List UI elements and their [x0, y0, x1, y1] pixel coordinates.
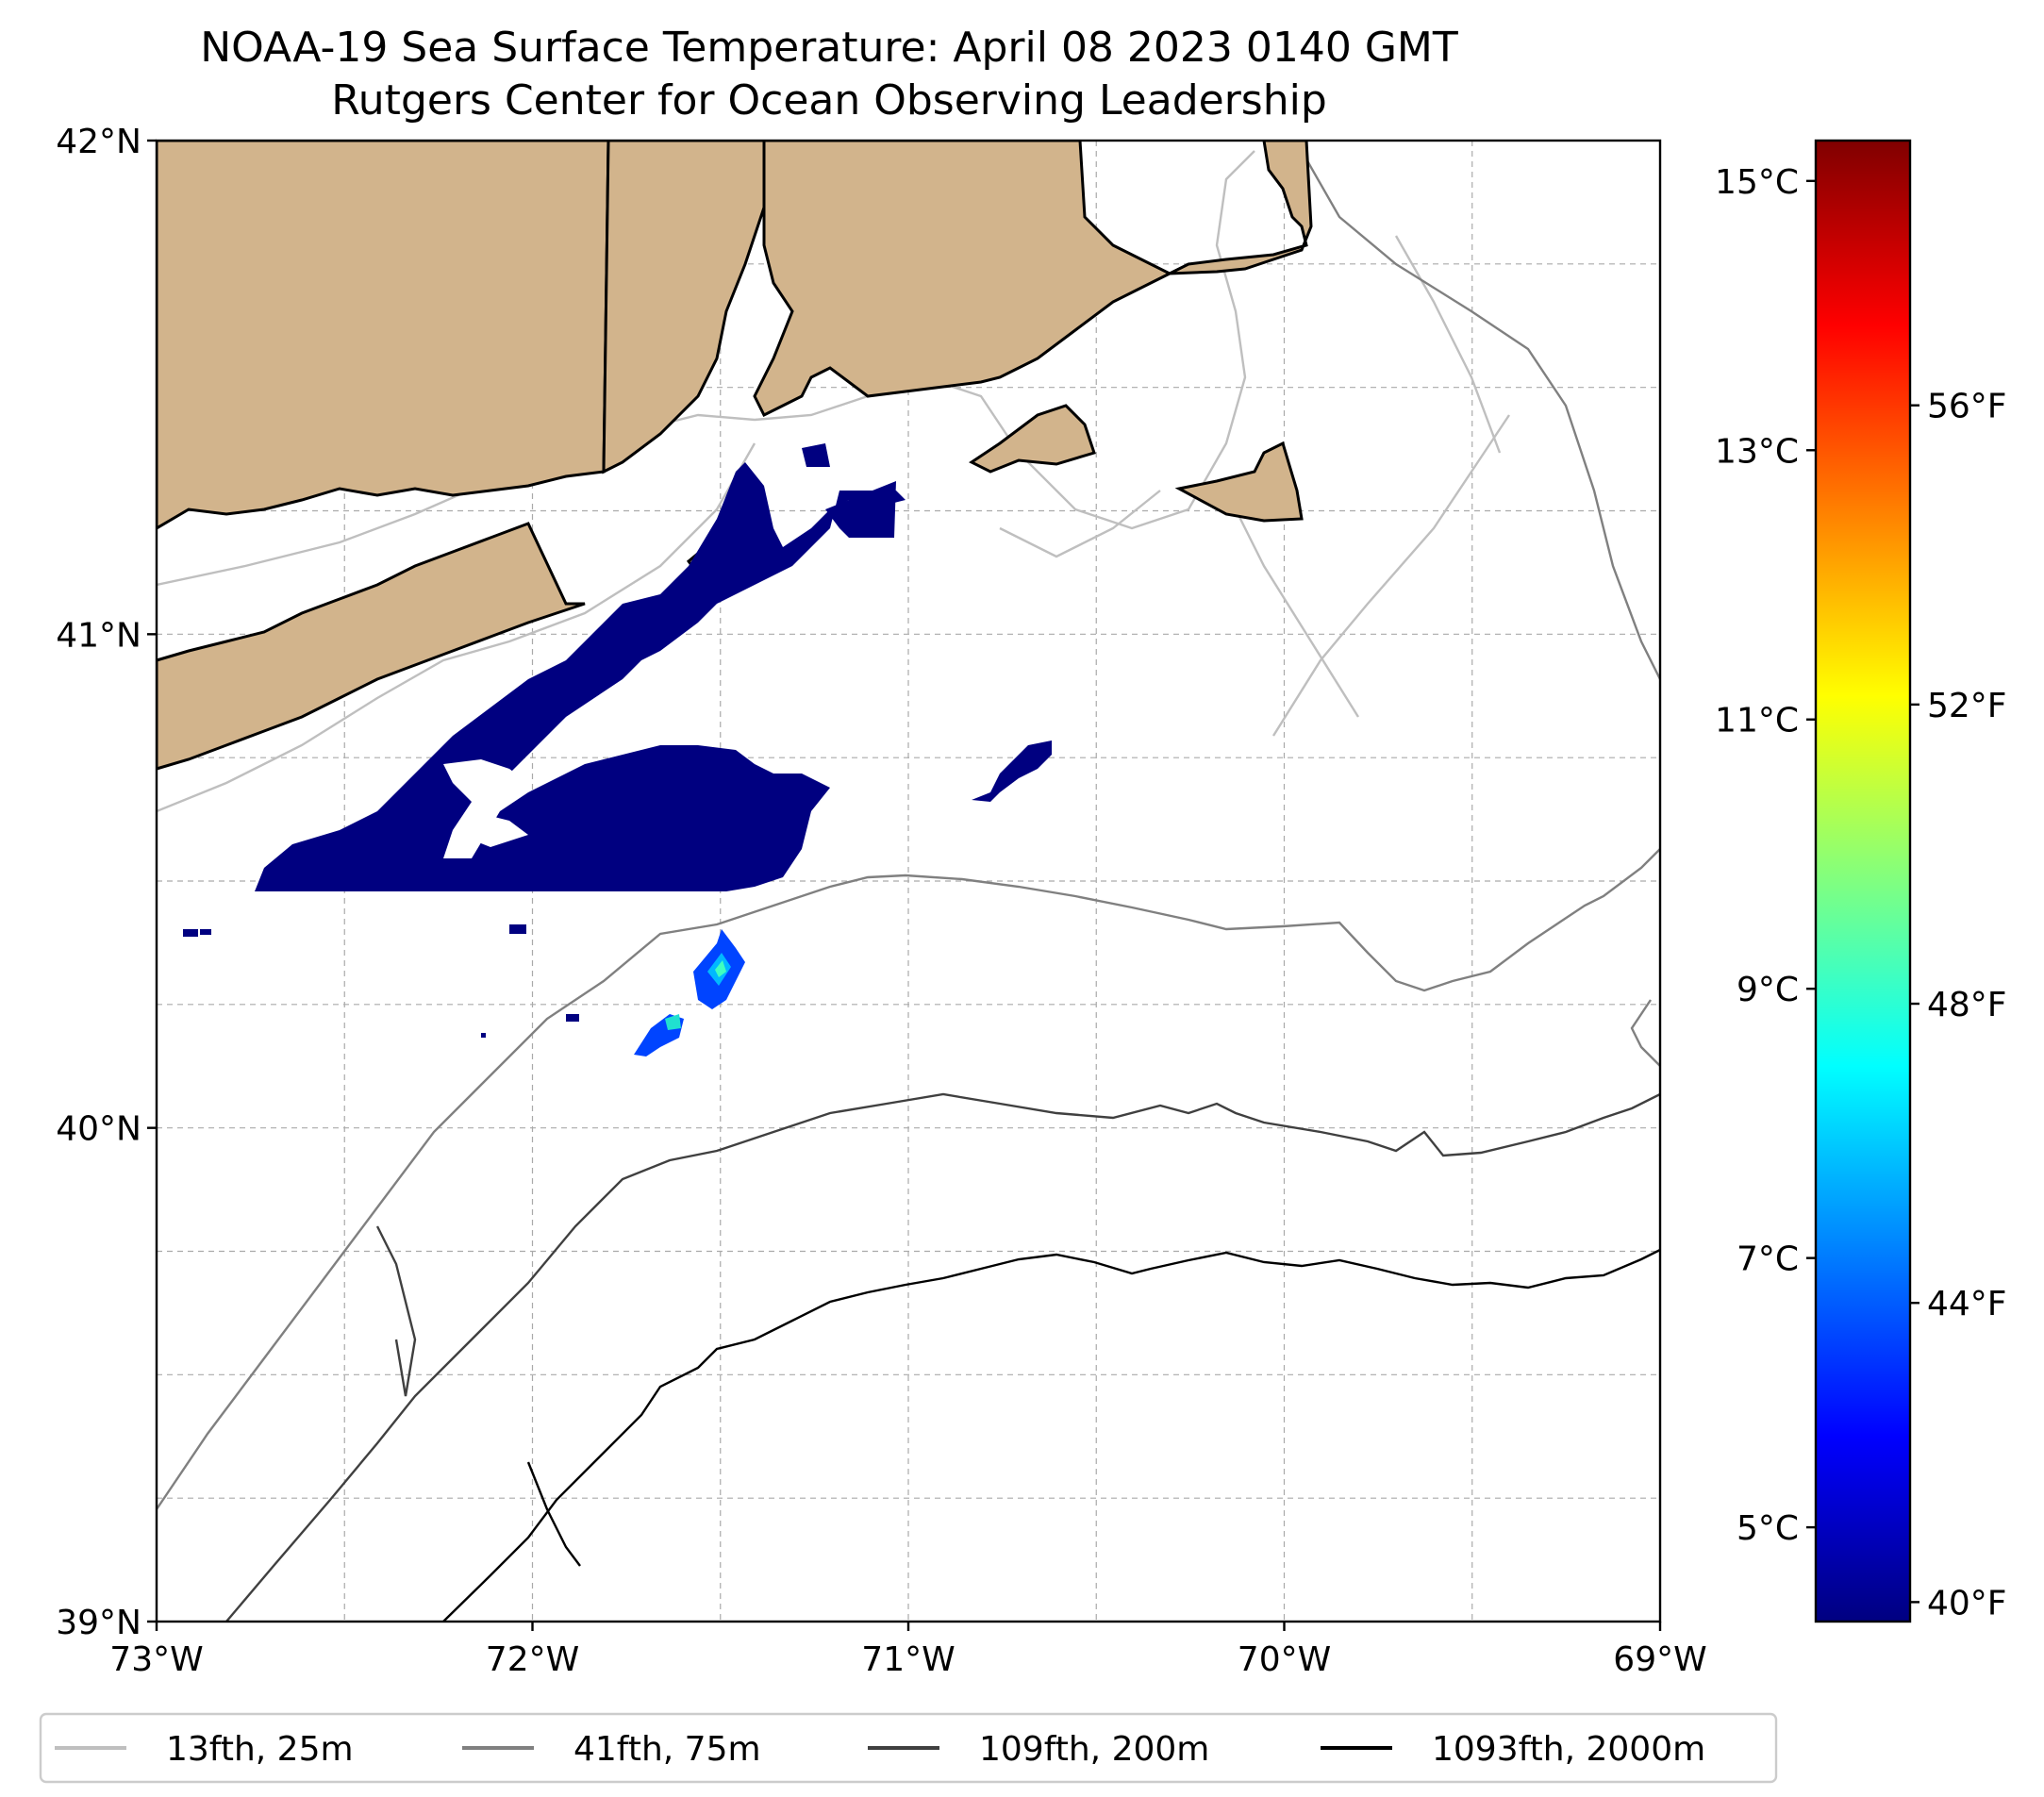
contour-2000m: [442, 1248, 1660, 1622]
lat-tick-label: 41°N: [56, 616, 141, 655]
sst-cold-patch-east: [825, 481, 896, 538]
map-subtitle: Rutgers Center for Ocean Observing Leade…: [331, 76, 1327, 125]
lat-tick-label: 42°N: [56, 123, 141, 161]
sst-warm-streak: [634, 929, 745, 1057]
land-mass: [157, 141, 1313, 771]
sst-gap-hole-1: [443, 759, 528, 802]
lon-tick-label: 69°W: [1613, 1640, 1706, 1679]
sst-streak-green: [715, 960, 726, 977]
contour-75m: [157, 150, 1660, 1510]
contour-200m: [225, 1092, 1660, 1622]
legend-item: 1093fth, 2000m: [1321, 1730, 1705, 1769]
sst-data: [183, 443, 1052, 1038]
lon-tick-label: 71°W: [861, 1640, 955, 1679]
sst-cold-patch-north: [802, 443, 830, 467]
legend-label: 13fth, 25m: [166, 1730, 354, 1769]
lat-tick-label: 39°N: [56, 1604, 141, 1642]
legend-item: 41fth, 75m: [462, 1730, 761, 1769]
celsius-tick-label: 9°C: [1737, 971, 1799, 1009]
legend-item: 13fth, 25m: [55, 1730, 354, 1769]
lon-tick-label: 73°W: [109, 1640, 203, 1679]
sst-speck: [509, 924, 526, 934]
sst-gap-hole-2: [472, 811, 528, 847]
map-title: NOAA-19 Sea Surface Temperature: April 0…: [200, 24, 1458, 72]
map-axes: 73°W 72°W 71°W 70°W 69°W 42°N 41°N 40°N 39°N: [56, 123, 1706, 1679]
celsius-tick-label: 13°C: [1715, 432, 1799, 471]
fahrenheit-tick-label: 44°F: [1927, 1285, 2007, 1323]
long-island: [157, 522, 586, 771]
sst-streak-cyan-2: [665, 1014, 681, 1030]
celsius-tick-label: 11°C: [1715, 702, 1799, 740]
connecticut-coast: [157, 141, 610, 530]
lat-tick-label: 40°N: [56, 1110, 141, 1149]
martha-vineyard: [969, 404, 1096, 474]
fahrenheit-tick-label: 40°F: [1927, 1584, 2007, 1622]
sst-cold-region-east: [972, 740, 1052, 802]
colorbar-ticks: 15°C 13°C 11°C 9°C 7°C 5°C 56°F 52°F 48°F 44°F 40°…: [1715, 163, 2006, 1623]
celsius-tick-label: 5°C: [1737, 1509, 1799, 1548]
sst-speck: [566, 1014, 579, 1022]
legend-label: 109fth, 200m: [979, 1730, 1209, 1769]
massachusetts-coast: [753, 141, 1313, 418]
legend-label: 1093fth, 2000m: [1432, 1730, 1705, 1769]
sst-cold-region-main: [255, 462, 906, 891]
sst-speck: [200, 929, 211, 935]
fahrenheit-tick-label: 48°F: [1927, 986, 2007, 1024]
fahrenheit-tick-label: 52°F: [1927, 687, 2007, 725]
map-content: [157, 141, 1660, 1622]
celsius-tick-label: 15°C: [1715, 163, 1799, 202]
colorbar: [1814, 139, 1912, 1623]
legend: 13fth, 25m 41fth, 75m 109fth, 200m 1093fth,…: [39, 1712, 1778, 1784]
legend-item: 109fth, 200m: [868, 1730, 1209, 1769]
nantucket: [1174, 441, 1304, 523]
celsius-tick-label: 7°C: [1737, 1240, 1799, 1279]
sst-speck: [481, 1033, 486, 1038]
sst-speck: [183, 929, 198, 937]
lon-tick-label: 72°W: [486, 1640, 579, 1679]
legend-label: 41fth, 75m: [573, 1730, 761, 1769]
lon-tick-label: 70°W: [1238, 1640, 1331, 1679]
fahrenheit-tick-label: 56°F: [1927, 388, 2007, 426]
